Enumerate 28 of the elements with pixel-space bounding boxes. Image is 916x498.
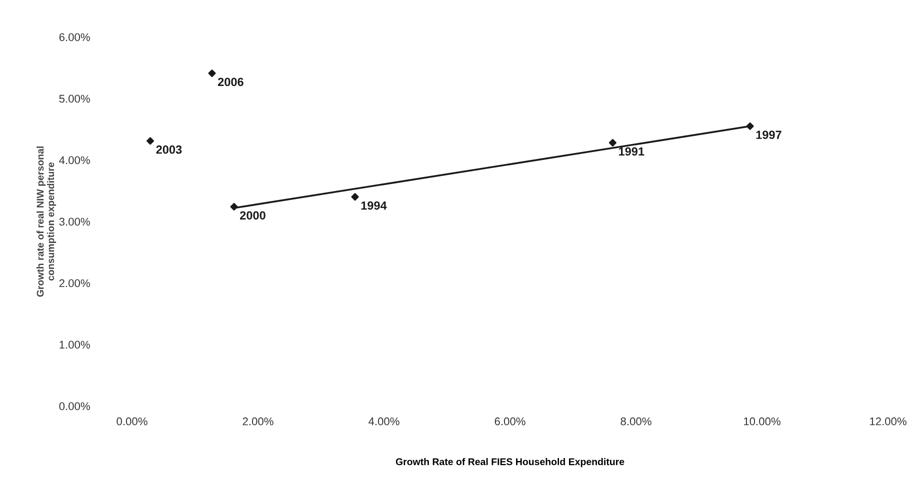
point [351, 193, 359, 201]
point [230, 202, 238, 211]
point [146, 137, 154, 145]
point [608, 138, 616, 147]
x-tick-label: 8.00% [620, 417, 652, 426]
y-tick-label: 0.00% [59, 402, 90, 410]
x-tick-label: 12.00% [870, 417, 906, 426]
x-tick-label: 10.00% [744, 417, 780, 426]
annotation: 2000 [240, 211, 266, 220]
y-tick-label: 6.00% [59, 33, 90, 42]
x-axis-title: Growth Rate of Real FIES Household Expenditure [396, 458, 624, 468]
y-tick-label: 5.00% [59, 94, 90, 103]
x-tick-label: 2.00% [242, 417, 274, 426]
annotation: 2006 [218, 78, 244, 86]
point [208, 69, 216, 78]
annotation: 2003 [156, 145, 182, 154]
annotation: 1997 [756, 130, 782, 140]
y-axis-title: Growth rate of real NIW personal consumption expenditure [36, 146, 56, 297]
y-tick-label: 2.00% [59, 279, 90, 288]
annotation: 1994 [361, 201, 387, 210]
y-tick-label: 4.00% [59, 156, 90, 164]
y-tick-label: 1.00% [60, 340, 90, 349]
y-tick-label: 3.00% [59, 218, 90, 226]
point [746, 122, 754, 130]
x-tick-label: 6.00% [494, 417, 526, 426]
x-tick-label: 4.00% [368, 417, 400, 426]
x-tick-label: 0.00% [116, 417, 148, 426]
annotation: 1991 [618, 147, 644, 156]
